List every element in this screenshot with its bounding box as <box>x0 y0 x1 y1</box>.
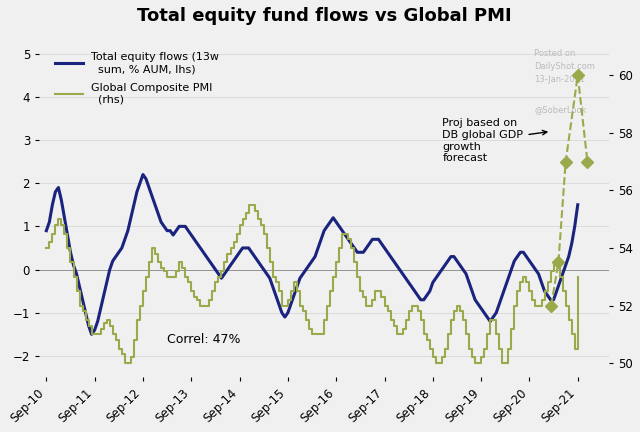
Text: Proj based on
DB global GDP
growth
forecast: Proj based on DB global GDP growth forec… <box>442 118 547 163</box>
Text: @SoberLook: @SoberLook <box>534 105 587 114</box>
Legend: Total equity flows (13w
  sum, % AUM, lhs), Global Composite PMI
  (rhs): Total equity flows (13w sum, % AUM, lhs)… <box>51 48 224 109</box>
Text: DailyShot.com: DailyShot.com <box>534 62 595 71</box>
Text: Posted on: Posted on <box>534 49 575 58</box>
Title: Total equity fund flows vs Global PMI: Total equity fund flows vs Global PMI <box>137 7 511 25</box>
Text: 13-Jan-2021: 13-Jan-2021 <box>534 75 586 84</box>
Text: Correl: 47%: Correl: 47% <box>167 333 241 346</box>
